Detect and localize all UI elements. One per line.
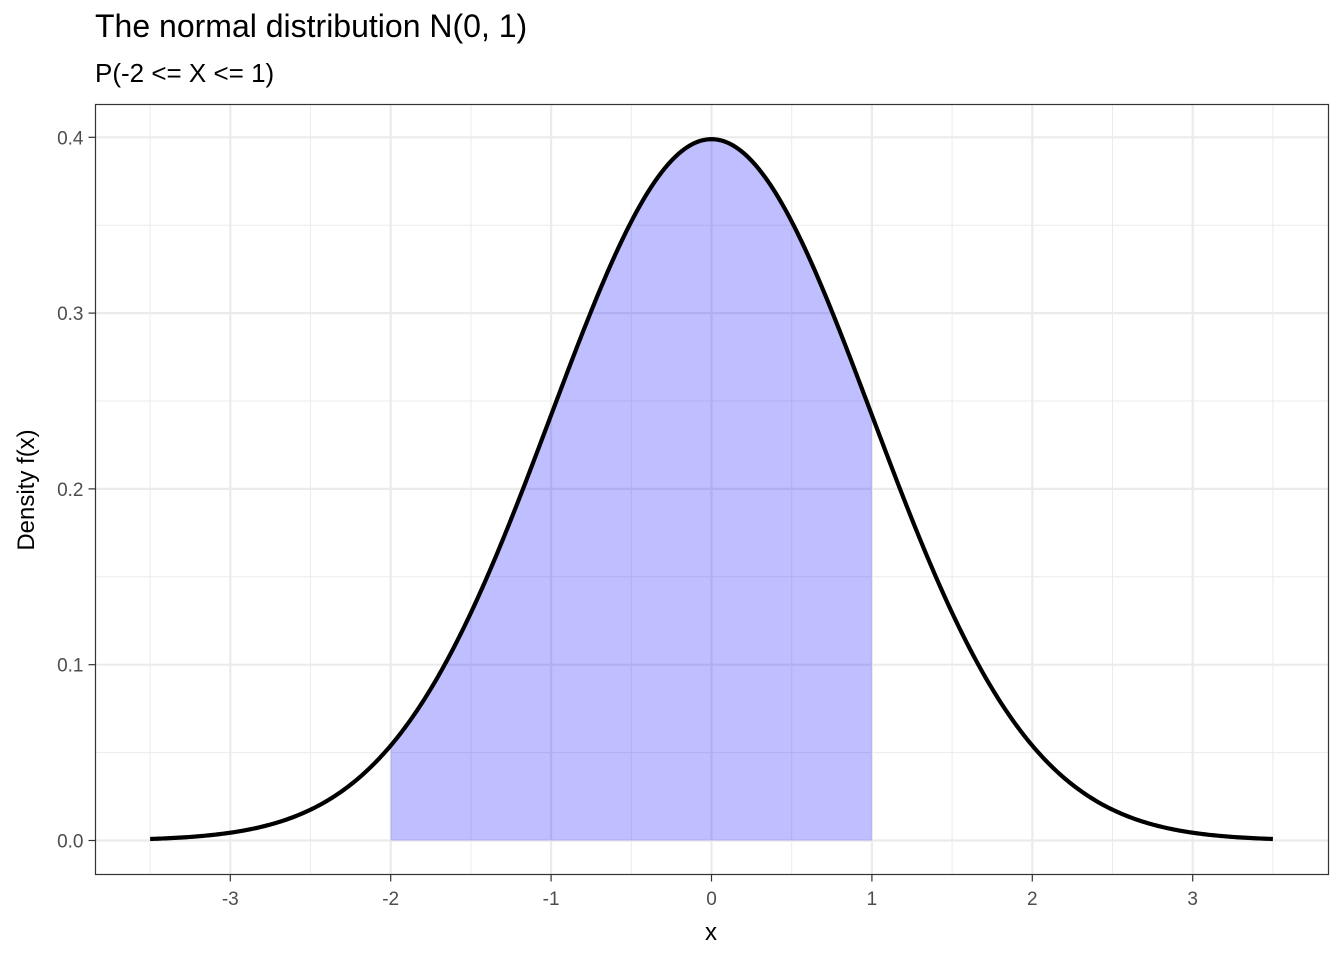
axes: -3 -2 -1 0 1 2 3 0.0 0.1 0.2 0.3 0.4 <box>57 128 1198 910</box>
x-tick-label: 3 <box>1187 889 1198 910</box>
y-tick-label: 0.0 <box>57 832 83 853</box>
chart-title: The normal distribution N(0, 1) <box>95 8 528 44</box>
y-axis-title: Density f(x) <box>13 429 40 550</box>
x-tick-label: 1 <box>867 889 878 910</box>
x-tick-label: 0 <box>706 889 717 910</box>
chart-subtitle: P(-2 <= X <= 1) <box>95 58 275 88</box>
x-tick-label: 2 <box>1027 889 1038 910</box>
y-tick-label: 0.1 <box>57 656 83 677</box>
density-curve <box>150 137 1273 842</box>
y-tick-label: 0.2 <box>57 480 83 501</box>
x-tick-label: -3 <box>222 889 239 910</box>
x-axis-title: x <box>705 919 717 946</box>
plot-marks <box>150 137 1273 842</box>
x-tick-label: -1 <box>543 889 560 910</box>
shaded-area <box>390 139 872 841</box>
x-tick-label: -2 <box>382 889 399 910</box>
y-tick-label: 0.4 <box>57 128 84 149</box>
y-tick-label: 0.3 <box>57 304 83 325</box>
